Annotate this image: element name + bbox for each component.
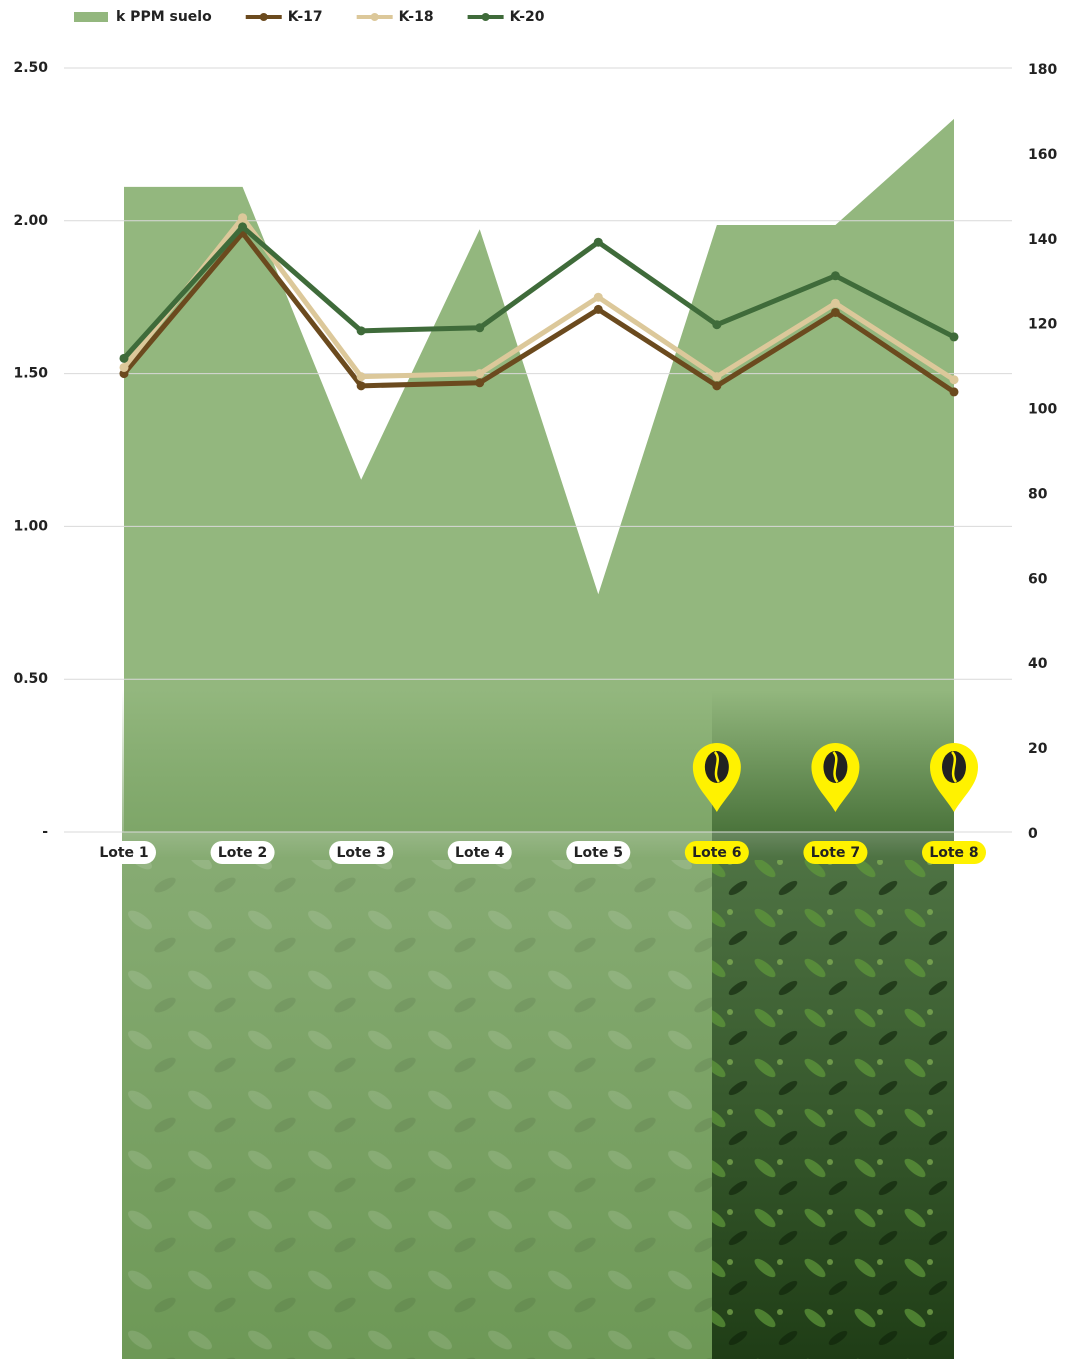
- legend-swatch-point: [259, 13, 268, 21]
- point: [238, 222, 248, 232]
- point: [830, 298, 840, 308]
- category-pill: [329, 841, 394, 864]
- point: [356, 381, 366, 391]
- point: [593, 304, 603, 314]
- y-tick-label: 1.00: [13, 518, 48, 534]
- y2-tick-label: 180: [1028, 62, 1057, 78]
- y-tick-label: 0.50: [13, 671, 48, 687]
- category-pill: [447, 841, 512, 864]
- y2-tick-label: 100: [1028, 402, 1057, 418]
- y-tick-label: -: [42, 824, 48, 840]
- y-tick-label: 2.50: [13, 60, 48, 76]
- x-tick-label: Lote 5: [574, 845, 623, 861]
- x-tick-label: Lote 4: [455, 845, 505, 861]
- point: [356, 372, 366, 382]
- point: [593, 237, 603, 247]
- legend-label: K-17: [288, 9, 323, 25]
- y-tick-label: 2.00: [13, 213, 48, 229]
- line: [122, 224, 956, 360]
- x-tick-label: Lote 8: [929, 845, 978, 861]
- point: [712, 372, 722, 382]
- category-pill: [210, 841, 275, 864]
- point: [356, 326, 366, 336]
- point: [949, 332, 959, 342]
- x-tick-label: Lote 1: [99, 845, 148, 861]
- point: [475, 323, 485, 333]
- photo-texture: [712, 860, 954, 1359]
- bean-crease: [832, 751, 839, 783]
- x-tick-label: Lote 3: [336, 845, 385, 861]
- point: [949, 387, 959, 397]
- line: [122, 230, 956, 395]
- point: [949, 375, 959, 385]
- y2-tick-label: 0: [1028, 826, 1038, 842]
- x-tick-label: Lote 2: [218, 845, 267, 861]
- x-tick-label: Lote 6: [692, 845, 741, 861]
- point: [593, 292, 603, 302]
- point: [119, 353, 129, 363]
- y2-tick-label: 20: [1028, 741, 1048, 757]
- legend-label: k PPM suelo: [116, 9, 212, 25]
- legend-swatch-point: [481, 13, 490, 21]
- y2-tick-label: 120: [1028, 317, 1057, 333]
- point: [475, 378, 485, 388]
- y-tick-label: 1.50: [13, 366, 48, 382]
- point: [830, 271, 840, 281]
- photo-texture: [122, 860, 712, 1359]
- y2-tick-label: 160: [1028, 147, 1057, 163]
- point: [830, 307, 840, 317]
- area-layer: [124, 118, 954, 832]
- y2-tick-label: 80: [1028, 486, 1048, 502]
- x-tick-label: Lote 7: [811, 845, 860, 861]
- point: [238, 213, 248, 223]
- legend-swatch: [74, 12, 108, 22]
- y2-tick-label: 40: [1028, 656, 1048, 672]
- legend-swatch-point: [370, 13, 379, 21]
- category-pill: [566, 841, 631, 864]
- point: [119, 362, 129, 372]
- area: [124, 118, 954, 832]
- photo-background: [122, 690, 954, 1359]
- point: [712, 320, 722, 330]
- y2-tick-label: 60: [1028, 571, 1048, 587]
- category-pill: [922, 841, 986, 864]
- legend-label: K-20: [510, 9, 545, 25]
- legend-label: K-18: [399, 9, 434, 25]
- y2-tick-label: 140: [1028, 232, 1057, 248]
- point: [475, 369, 485, 379]
- category-pill: [684, 841, 749, 864]
- category-pill: [92, 841, 156, 864]
- category-pill: [803, 841, 868, 864]
- bean-crease: [713, 751, 720, 783]
- point: [712, 381, 722, 391]
- bean-crease: [950, 751, 958, 783]
